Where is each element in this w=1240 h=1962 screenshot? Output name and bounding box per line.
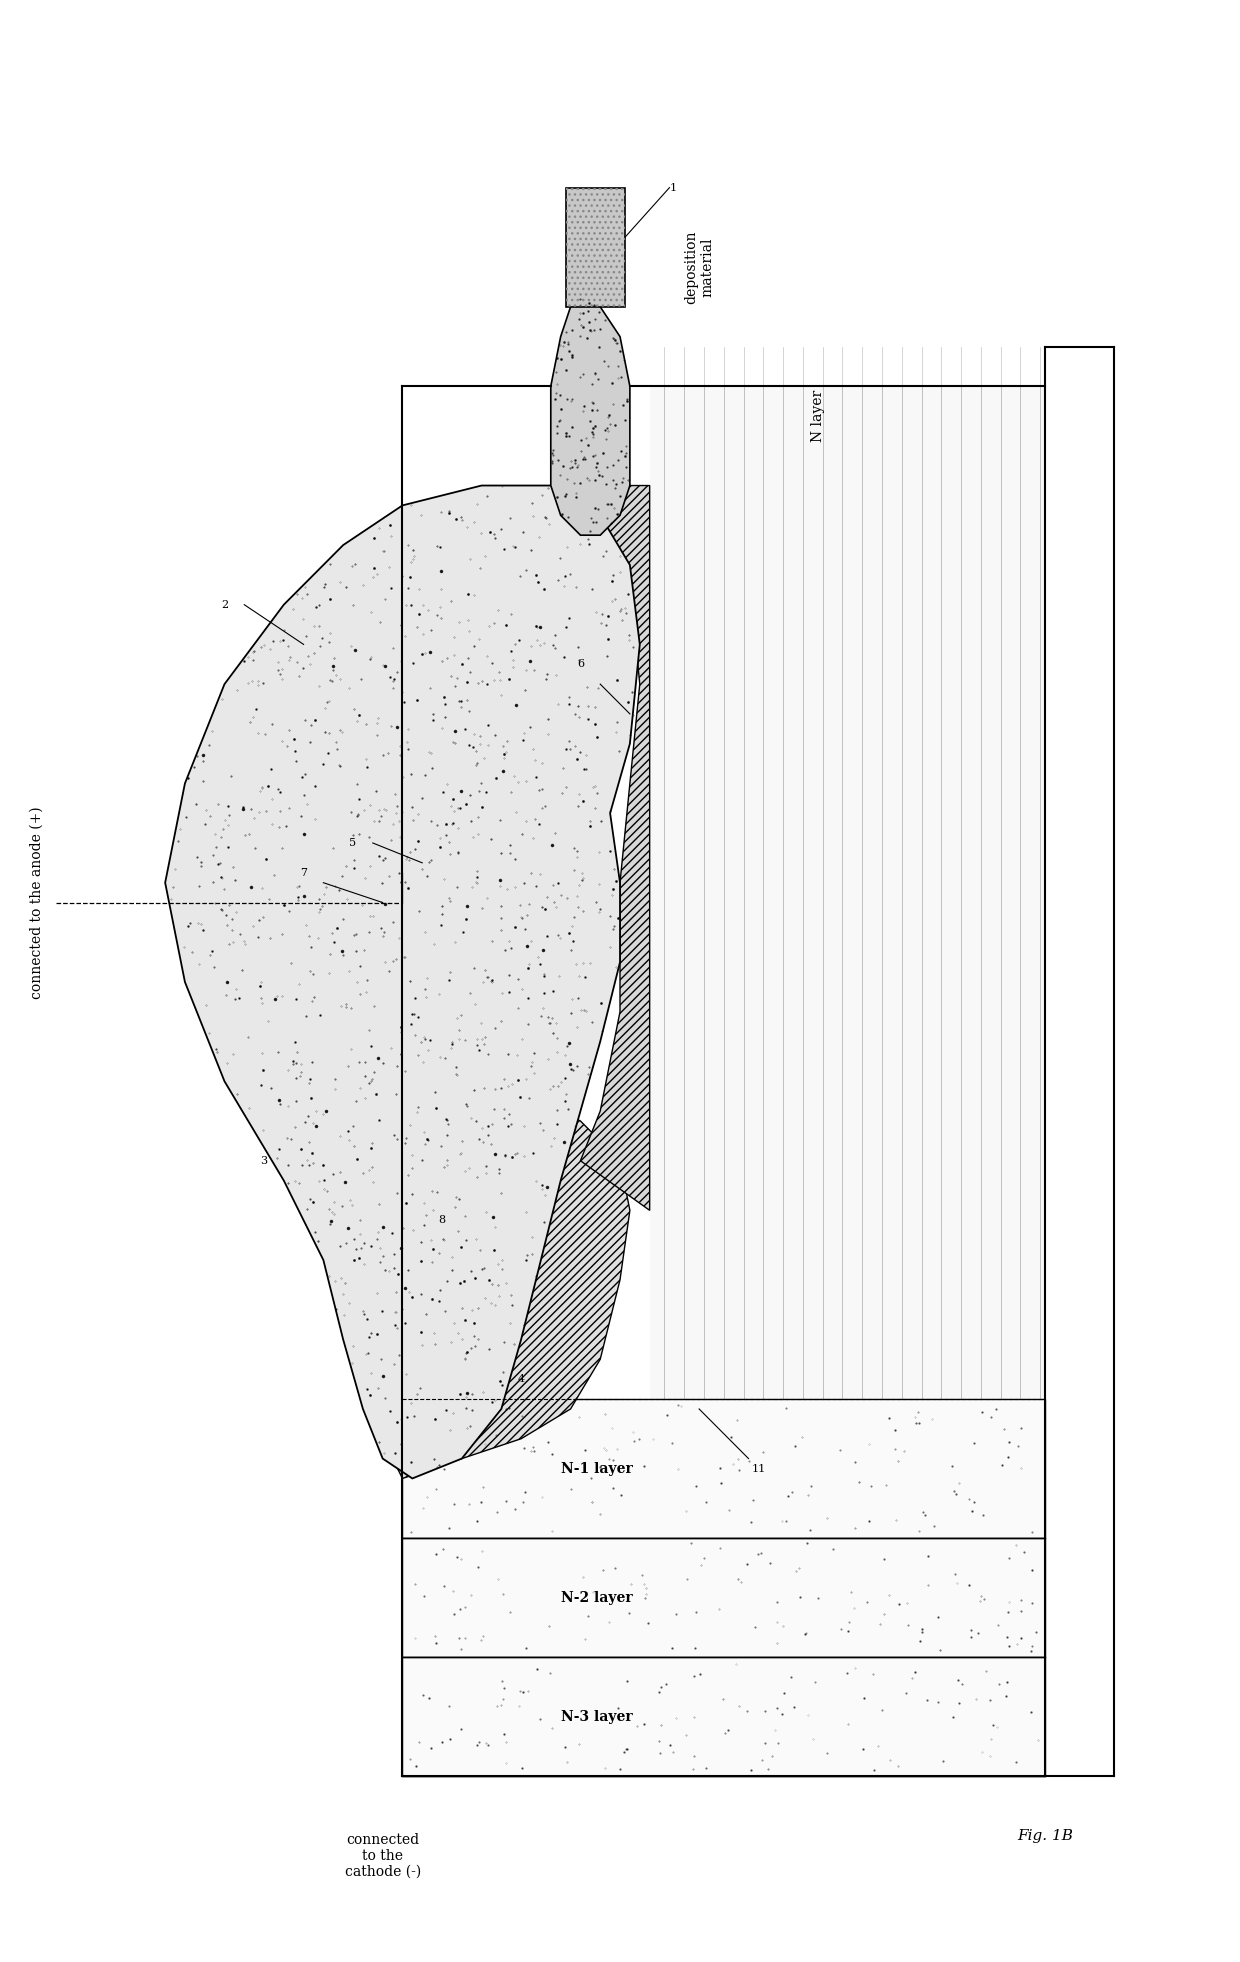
Polygon shape [570, 485, 650, 1211]
Text: 6: 6 [577, 659, 584, 669]
Text: connected to the anode (+): connected to the anode (+) [30, 806, 43, 999]
Bar [403, 1538, 1045, 1658]
Bar [403, 1658, 1045, 1776]
Text: 7: 7 [300, 867, 308, 877]
Text: Fig. 1B: Fig. 1B [1017, 1829, 1073, 1842]
Text: 11: 11 [751, 1464, 765, 1473]
Text: 3: 3 [260, 1156, 268, 1165]
Text: connected
to the
cathode (-): connected to the cathode (-) [345, 1833, 420, 1880]
Bar [650, 387, 1045, 1776]
Text: deposition
material: deposition material [684, 230, 714, 304]
Bar [403, 1399, 1045, 1538]
Text: N-3 layer: N-3 layer [560, 1709, 632, 1725]
Bar [565, 188, 625, 306]
Text: N-1 layer: N-1 layer [560, 1462, 632, 1475]
Text: 5: 5 [350, 838, 357, 848]
Text: 2: 2 [221, 600, 228, 610]
Text: 4: 4 [517, 1373, 525, 1383]
Text: N layer: N layer [811, 390, 825, 441]
Text: N-2 layer: N-2 layer [560, 1591, 632, 1605]
Polygon shape [343, 1101, 630, 1479]
Polygon shape [165, 485, 640, 1479]
Text: 1: 1 [670, 182, 677, 192]
Bar [565, 188, 625, 306]
Polygon shape [551, 296, 630, 536]
Text: 8: 8 [439, 1214, 445, 1226]
